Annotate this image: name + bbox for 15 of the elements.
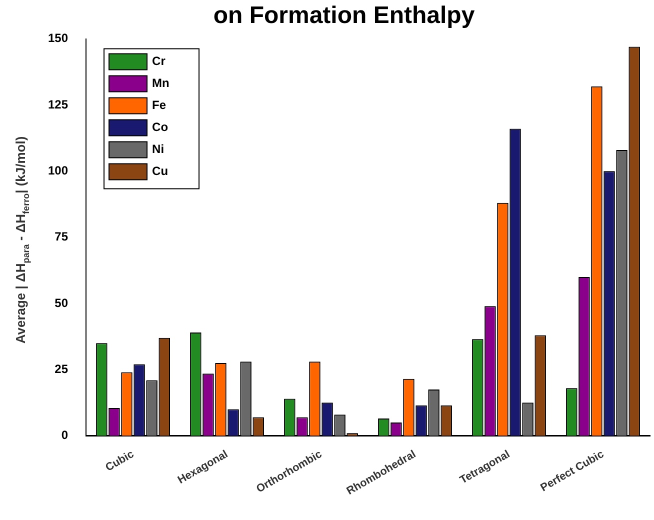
x-tick-label: Cubic: [104, 448, 136, 474]
y-tick-label: 75: [54, 230, 68, 244]
legend-label: Mn: [152, 76, 170, 90]
y-tick-label: 25: [54, 362, 68, 376]
y-tick-label: 50: [54, 296, 68, 310]
y-tick-label: 150: [48, 31, 68, 46]
legend-label: Co: [152, 120, 168, 134]
y-tick-label: 125: [48, 97, 68, 112]
legend-label: Cr: [152, 54, 166, 68]
legend-label: Fe: [152, 98, 166, 112]
legend-label: Ni: [152, 142, 164, 156]
chart-title: on Formation Enthalpy: [213, 2, 476, 30]
legend-label: Cu: [152, 164, 168, 178]
y-tick-label: 100: [48, 163, 68, 178]
y-tick-label: 0: [61, 428, 68, 442]
